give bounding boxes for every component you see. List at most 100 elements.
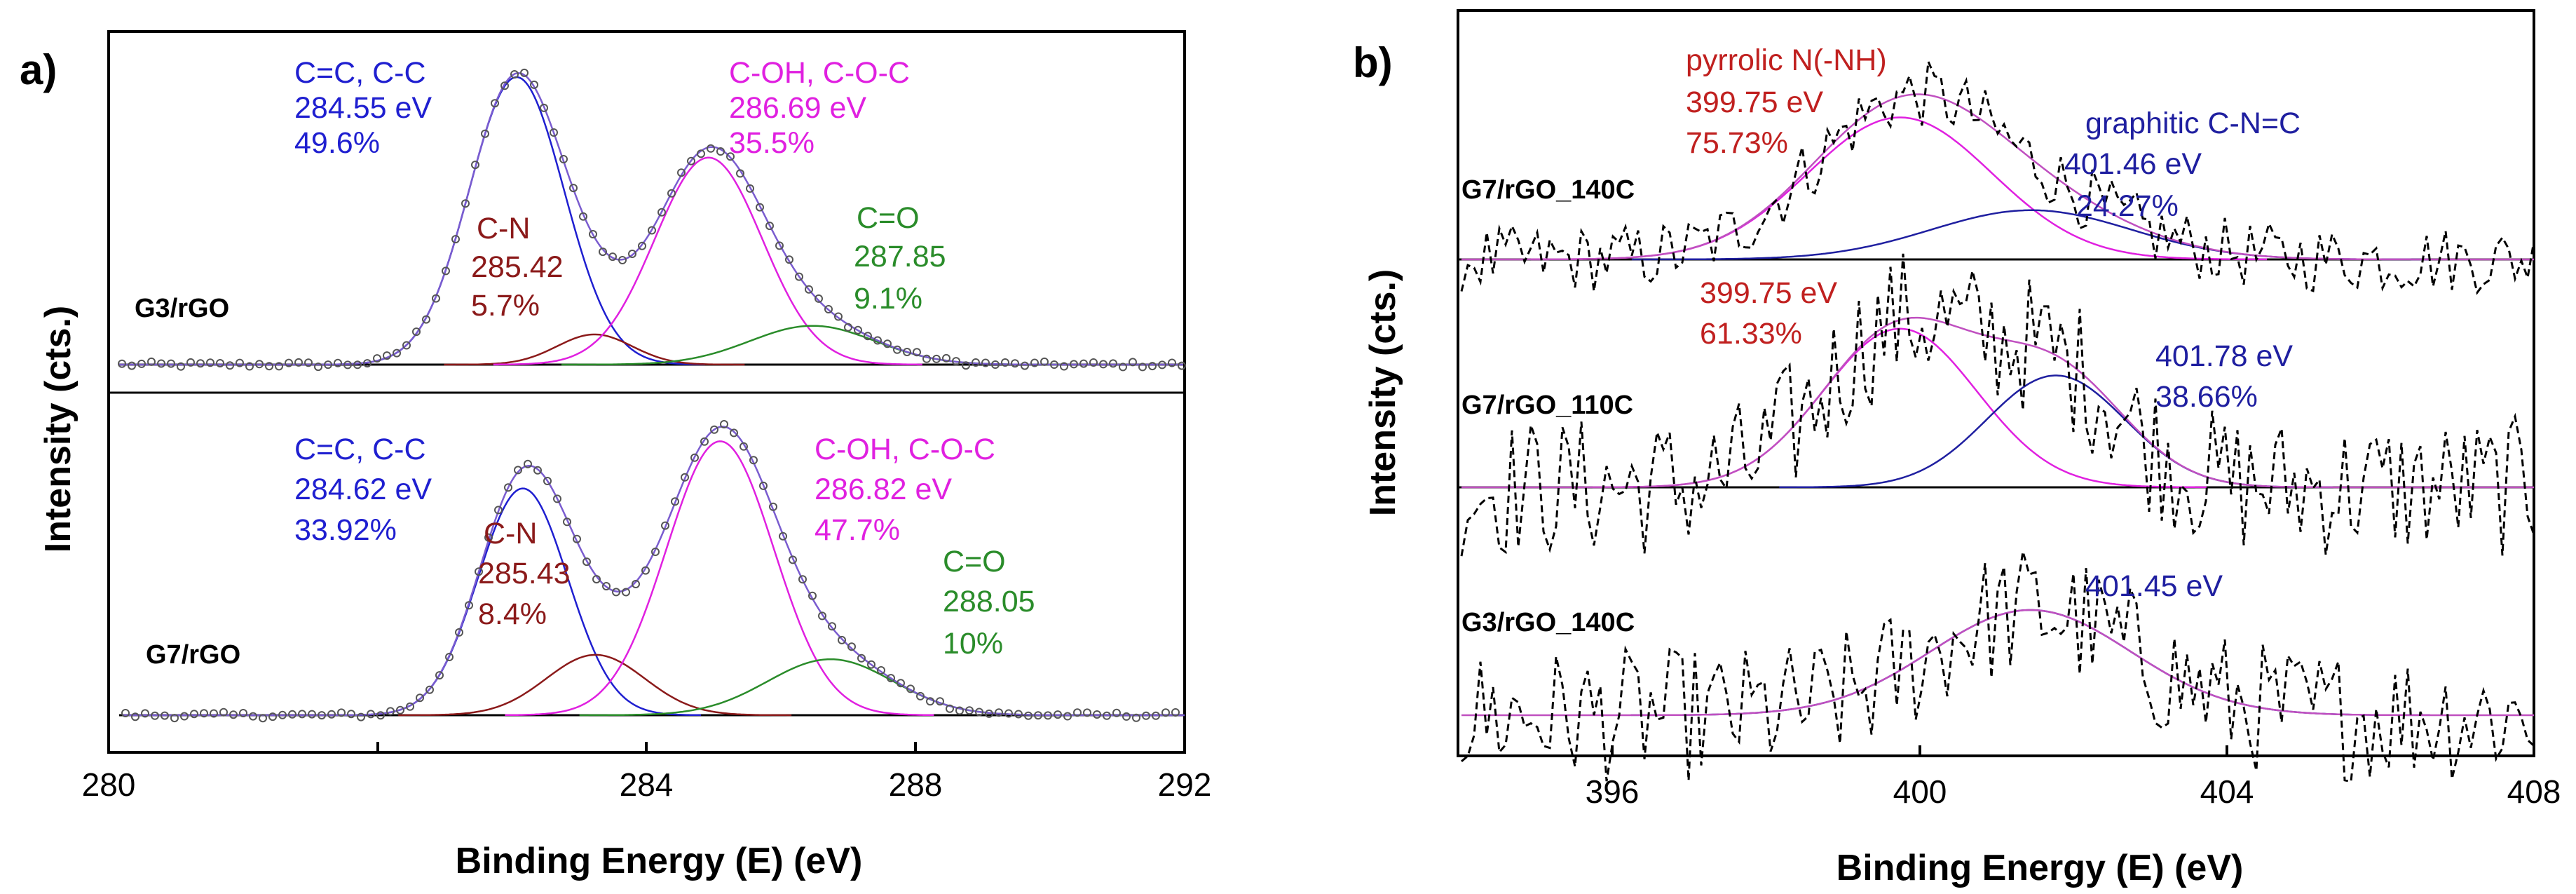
raw-data-point	[285, 358, 293, 367]
annotation-line: C=C, C-C	[294, 433, 426, 466]
raw-data-point	[883, 339, 892, 348]
raw-data-point	[1099, 360, 1108, 369]
raw-data-point	[471, 161, 479, 170]
raw-data-point	[579, 212, 587, 221]
fit-component-line	[505, 440, 934, 717]
raw-data-point	[357, 712, 365, 722]
raw-data-point	[161, 711, 169, 720]
raw-data-point	[952, 357, 960, 366]
panel-b-letter: b)	[1353, 39, 1393, 86]
raw-data-point	[1030, 358, 1039, 367]
raw-data-point	[151, 711, 159, 720]
raw-data-point	[779, 531, 787, 541]
annotation-line: 284.55 eV	[294, 91, 432, 125]
raw-data-point	[808, 591, 817, 600]
raw-data-point	[893, 345, 901, 354]
panel-a-ylabel: Intensity (cts.)	[38, 306, 79, 553]
raw-data-point	[965, 706, 974, 715]
raw-data-point	[932, 354, 941, 363]
annotation-line: 286.82 eV	[815, 473, 952, 506]
annotation-140c-pyrrolic: pyrrolic N(-NH) 399.75 eV 75.73%	[1686, 43, 1887, 160]
raw-data-point	[592, 575, 601, 584]
raw-data-point	[500, 81, 509, 90]
fit-envelope-line	[1461, 316, 2534, 489]
raw-data-point	[216, 359, 224, 367]
x-tick-label: 292	[1158, 766, 1212, 803]
raw-data-point	[873, 336, 882, 345]
annotation-g7-co: C=O 288.05 10%	[943, 545, 1035, 661]
raw-data-point	[190, 710, 198, 719]
fit-component-line	[1631, 209, 2431, 261]
panel-a-g7-curves	[121, 420, 1185, 723]
annotation-g3-co: C=O 287.85 9.1%	[854, 201, 946, 316]
raw-data-point	[805, 285, 813, 294]
raw-data-point	[540, 103, 548, 112]
raw-data-point	[628, 250, 636, 258]
annotation-line: graphitic C-N=C	[2085, 107, 2301, 140]
sample-label-g3-rgo-140c: G3/rGO_140C	[1461, 608, 1635, 637]
panel-b-xticks: 396 400 404 408	[1586, 745, 2561, 810]
raw-data-point	[913, 348, 921, 357]
annotation-g3-cc: C=C, C-C 284.55 eV 49.6%	[294, 56, 432, 160]
raw-data-point	[1171, 708, 1180, 717]
raw-data-point	[1178, 361, 1186, 370]
raw-data-point	[1063, 712, 1072, 721]
fit-component-line	[579, 658, 1080, 717]
panel-b-110c-curves	[1460, 253, 2535, 557]
raw-data-point	[765, 222, 774, 231]
raw-data-point	[563, 517, 571, 527]
raw-data-point	[887, 674, 895, 683]
raw-data-point	[897, 679, 905, 688]
raw-data-point	[396, 705, 404, 714]
raw-data-point	[981, 358, 990, 367]
raw-data-point	[569, 184, 578, 193]
raw-data-point	[618, 256, 627, 264]
raw-data-point	[690, 453, 699, 462]
raw-data-point	[210, 709, 218, 718]
annotation-line: 285.42	[471, 250, 564, 284]
raw-data-point	[416, 693, 424, 703]
raw-data-point	[1161, 708, 1170, 717]
raw-data-point	[128, 361, 136, 370]
panel-b-xlabel: Binding Energy (E) (eV)	[1836, 848, 2244, 888]
raw-data-point	[442, 266, 450, 276]
raw-data-point	[726, 152, 735, 161]
raw-data-point	[131, 712, 139, 722]
fit-component-line	[444, 333, 745, 366]
raw-data-point	[867, 660, 875, 669]
raw-data-point	[815, 294, 823, 303]
raw-data-point	[367, 710, 375, 719]
raw-data-point	[942, 353, 950, 363]
raw-data-point	[1083, 708, 1091, 717]
raw-data-point	[294, 358, 303, 367]
raw-data-point	[582, 557, 591, 567]
raw-data-point	[1014, 710, 1023, 719]
raw-data-point	[877, 666, 885, 675]
annotation-line: 35.5%	[729, 126, 815, 160]
raw-data-point	[632, 580, 640, 588]
raw-data-point	[622, 588, 630, 597]
raw-data-point	[553, 494, 561, 503]
annotation-line: 5.7%	[471, 289, 540, 323]
raw-data-point	[1040, 357, 1049, 366]
raw-data-point	[638, 241, 646, 250]
raw-data-point	[785, 255, 793, 264]
raw-data-point	[687, 156, 695, 165]
raw-data-point	[828, 622, 836, 631]
raw-data-point	[707, 144, 715, 153]
raw-data-point	[1158, 360, 1166, 370]
raw-data-line	[1460, 253, 2535, 557]
annotation-line: 10%	[943, 627, 1003, 661]
raw-data-point	[1004, 709, 1013, 718]
raw-data-point	[196, 359, 205, 368]
raw-data-point	[648, 226, 656, 235]
fit-envelope-line	[119, 72, 1183, 366]
raw-data-point	[922, 354, 931, 363]
annotation-line: pyrrolic N(-NH)	[1686, 43, 1887, 77]
raw-data-point	[170, 714, 179, 723]
raw-data-line	[1460, 57, 2535, 295]
panel-b-ylabel: Intensity (cts.)	[1363, 269, 1403, 517]
annotation-line: 75.73%	[1686, 126, 1788, 160]
raw-data-point	[334, 358, 342, 367]
annotation-line: C=O	[857, 201, 920, 235]
